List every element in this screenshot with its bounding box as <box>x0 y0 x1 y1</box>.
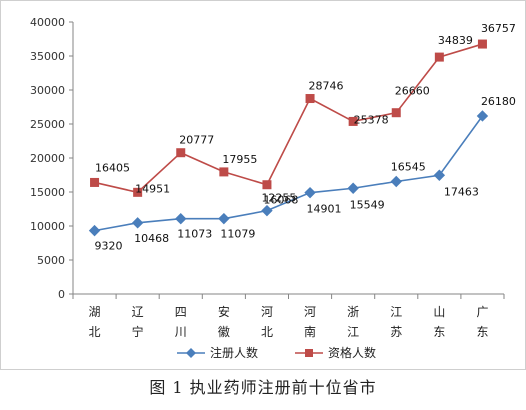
series-line-1 <box>94 115 484 232</box>
data-label: 26660 <box>395 85 430 98</box>
series-line-2 <box>94 43 483 194</box>
data-label: 17955 <box>222 153 257 166</box>
data-label: 11073 <box>177 228 212 241</box>
data-label: 9320 <box>95 240 123 253</box>
data-point-marker <box>219 167 229 177</box>
data-label: 16545 <box>391 160 426 173</box>
data-point-marker <box>390 175 402 188</box>
data-label: 28746 <box>309 80 344 93</box>
data-label: 26180 <box>481 95 516 108</box>
x-tick-label: 徽 <box>218 324 230 339</box>
figure-caption: 图 1 执业药师注册前十位省市 <box>149 378 377 397</box>
y-tick-label: 40000 <box>30 16 65 29</box>
data-label: 16405 <box>95 161 130 174</box>
x-tick-label: 四 <box>175 305 187 319</box>
data-point-marker <box>262 180 272 190</box>
data-point-marker <box>88 224 101 237</box>
legend-label: 注册人数 <box>210 345 258 360</box>
x-tick-label: 东 <box>476 325 488 339</box>
data-label: 10468 <box>134 232 169 245</box>
x-tick-label: 南 <box>304 324 316 339</box>
data-point-marker <box>477 39 487 49</box>
y-tick-label: 0 <box>58 288 65 301</box>
x-tick-label: 河 <box>304 305 316 319</box>
data-point-marker <box>433 169 446 181</box>
data-point-marker <box>133 187 143 197</box>
data-point-marker <box>305 94 315 104</box>
data-point-marker <box>304 186 316 199</box>
data-point-marker <box>175 212 187 225</box>
data-point-marker <box>476 110 489 122</box>
line-chart: 0 5000 10000 15000 20000 25000 30000 35000 40000… <box>30 16 516 360</box>
x-tick-label: 浙 <box>347 305 359 319</box>
x-tick-label: 安 <box>218 304 230 319</box>
x-tick-label: 广 <box>476 305 488 319</box>
data-label: 36757 <box>481 22 516 35</box>
x-tick-label: 山 <box>433 305 445 319</box>
data-label: 11079 <box>220 228 255 241</box>
data-label: 14951 <box>135 182 170 195</box>
data-label: 25378 <box>354 113 389 126</box>
legend-label: 资格人数 <box>328 345 376 360</box>
data-point-marker <box>218 212 230 225</box>
x-tick-label: 宁 <box>132 324 144 339</box>
x-tick-label: 北 <box>261 325 273 339</box>
data-point-marker <box>347 182 359 194</box>
x-tick-label: 江 <box>390 305 402 319</box>
data-point-marker <box>131 217 144 229</box>
data-point-marker <box>348 116 358 126</box>
y-tick-label: 35000 <box>30 50 65 63</box>
y-tick-label: 30000 <box>30 84 65 97</box>
data-point-marker <box>176 148 186 158</box>
data-point-marker <box>90 177 100 187</box>
legend-marker <box>186 348 196 358</box>
x-tick-label: 辽 <box>132 305 144 319</box>
y-tick-label: 20000 <box>30 152 65 165</box>
data-point-marker <box>391 108 401 118</box>
x-tick-label: 东 <box>433 325 445 339</box>
x-tick-label: 北 <box>89 325 101 339</box>
data-point-marker <box>434 52 444 62</box>
x-tick-label: 苏 <box>390 325 402 339</box>
data-label: 14901 <box>307 203 342 216</box>
legend-marker <box>305 349 313 357</box>
data-label: 17463 <box>444 185 479 198</box>
data-label: 20777 <box>179 134 214 147</box>
y-tick-label: 15000 <box>30 186 65 199</box>
data-label: 15549 <box>350 198 385 211</box>
y-tick-label: 10000 <box>30 220 65 233</box>
x-tick-label: 河 <box>261 305 273 319</box>
y-tick-label: 25000 <box>30 118 65 131</box>
chart-frame: 0 5000 10000 15000 20000 25000 30000 35000 40000… <box>0 0 526 370</box>
data-label: 12255 <box>261 192 296 205</box>
x-tick-label: 湖 <box>89 304 101 319</box>
y-tick-label: 5000 <box>37 254 65 267</box>
data-point-marker <box>261 204 273 217</box>
x-tick-label: 川 <box>175 325 187 339</box>
data-label: 16068 <box>263 194 298 207</box>
data-label: 34839 <box>438 34 473 47</box>
x-tick-label: 江 <box>347 325 359 339</box>
